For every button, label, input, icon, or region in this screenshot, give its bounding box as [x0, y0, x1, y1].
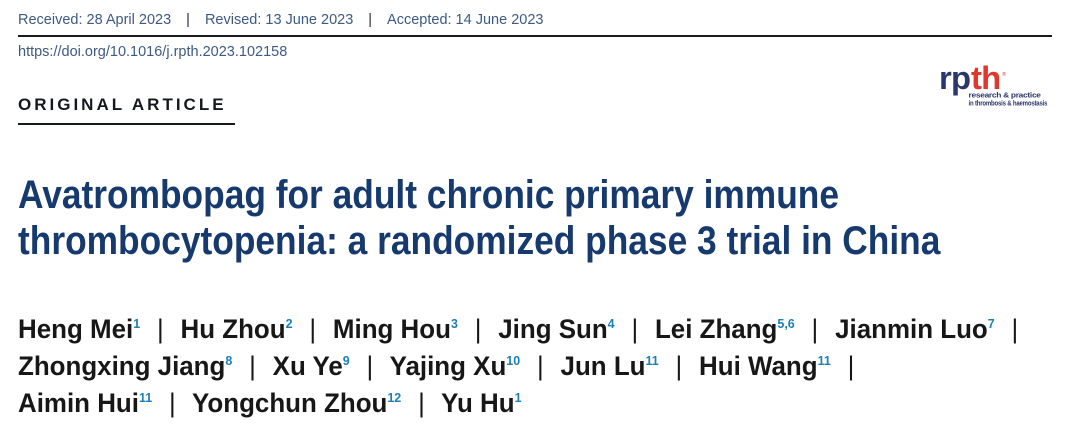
svg-text:in thrombosis & haemostasis: in thrombosis & haemostasis: [969, 99, 1048, 108]
svg-text:rp: rp: [939, 59, 970, 96]
svg-text:®: ®: [1002, 71, 1006, 78]
